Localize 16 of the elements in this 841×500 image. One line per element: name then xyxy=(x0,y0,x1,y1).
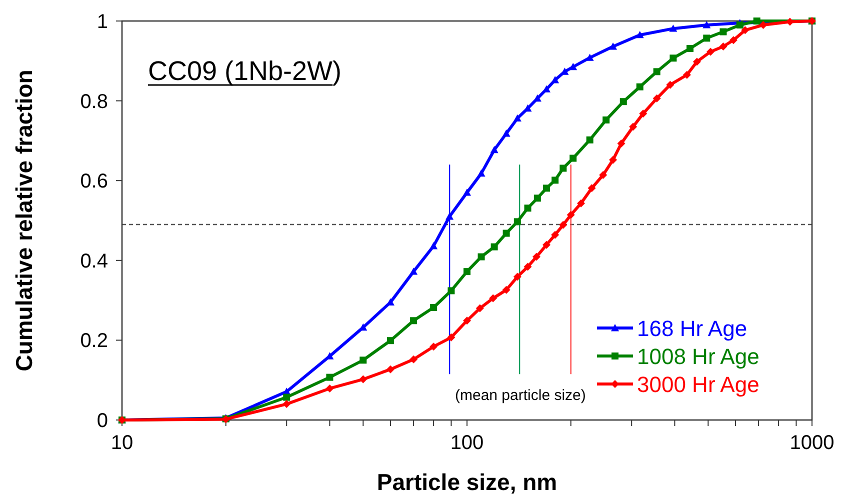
y-tick-label: 0.4 xyxy=(80,250,108,272)
y-axis-title: Cumulative relative fraction xyxy=(11,70,37,372)
legend-label: 1008 Hr Age xyxy=(637,344,760,369)
y-tick-label: 0.6 xyxy=(80,170,108,193)
y-tick-label: 0.8 xyxy=(80,90,108,113)
x-axis-title: Particle size, nm xyxy=(376,469,558,495)
y-tick-label: 0.2 xyxy=(80,330,108,352)
annotation: (mean particle size) xyxy=(455,387,586,404)
x-tick-label: 10 xyxy=(110,432,134,454)
x-tick-label: 100 xyxy=(450,432,484,454)
y-tick-label: 0 xyxy=(96,410,108,432)
y-tick-label: 1 xyxy=(96,11,108,33)
text: CC09 (1Nb-2W) xyxy=(148,56,342,86)
legend-label: 3000 Hr Age xyxy=(637,372,760,397)
x-tick-label: 1000 xyxy=(790,432,834,454)
legend-label: 168 Hr Age xyxy=(637,316,748,341)
